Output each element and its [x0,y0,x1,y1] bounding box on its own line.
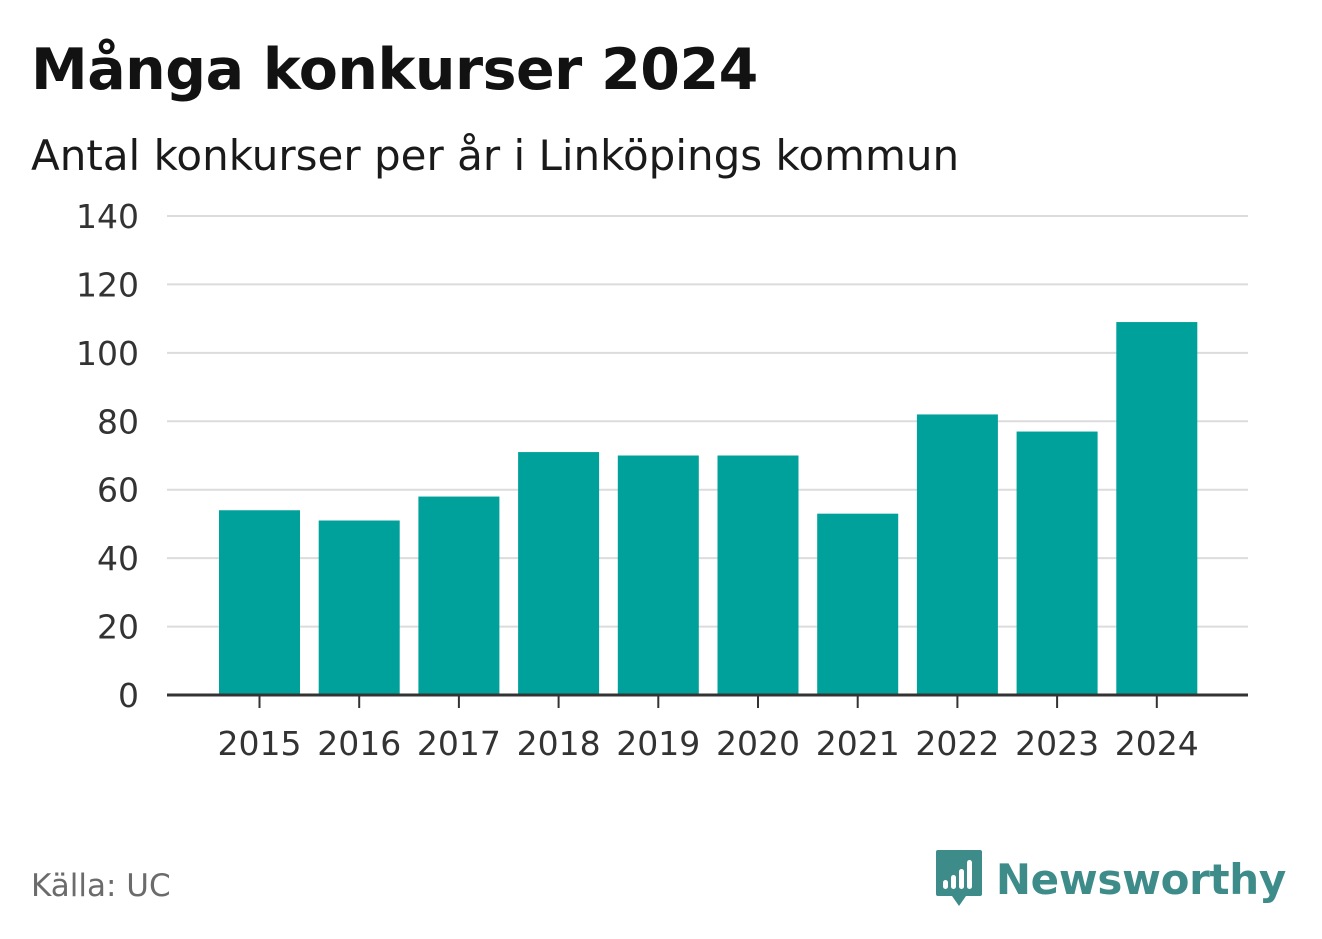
y-tick-label: 140 [76,197,139,236]
x-tick-label: 2021 [816,724,900,763]
x-tick-label: 2018 [517,724,601,763]
x-tick-label: 2024 [1115,724,1199,763]
x-tick-label: 2019 [616,724,700,763]
bar-2022 [916,414,998,695]
y-axis-ticks: 0 20 40 60 80 100 120 140 [76,197,139,715]
y-tick-label: 40 [97,539,139,578]
source-label: Källa: UC [31,868,171,904]
bar-2018 [518,452,600,695]
bar-2023 [1016,431,1098,695]
x-tick-label: 2020 [716,724,800,763]
y-tick-label: 100 [76,334,139,373]
x-tick-label: 2015 [218,724,302,763]
bar-2021 [817,513,899,695]
brand[interactable]: Newsworthy [934,848,1286,910]
bar-2015 [219,510,300,695]
x-axis-ticks: 2015 2016 2017 2018 2019 2020 2021 2022 2023 2024 [218,695,1199,763]
bar-2019 [617,455,699,695]
y-tick-label: 80 [97,402,139,441]
bar-2016 [318,520,400,695]
chart-subtitle: Antal konkurser per år i Linköpings komm… [31,131,960,180]
newsworthy-logo-icon [935,850,982,906]
bar-2017 [418,496,500,695]
bars [219,322,1198,695]
x-tick-label: 2022 [915,724,999,763]
y-tick-label: 20 [97,608,139,647]
bar-2024 [1116,322,1198,695]
y-tick-label: 60 [97,471,139,510]
chart-title: Många konkurser 2024 [31,37,758,103]
y-tick-label: 0 [118,676,139,715]
bar-2020 [717,455,799,695]
brand-name: Newsworthy [995,854,1286,904]
y-tick-label: 120 [76,265,139,304]
x-tick-label: 2017 [417,724,501,763]
x-tick-label: 2016 [317,724,401,763]
x-tick-label: 2023 [1015,724,1099,763]
